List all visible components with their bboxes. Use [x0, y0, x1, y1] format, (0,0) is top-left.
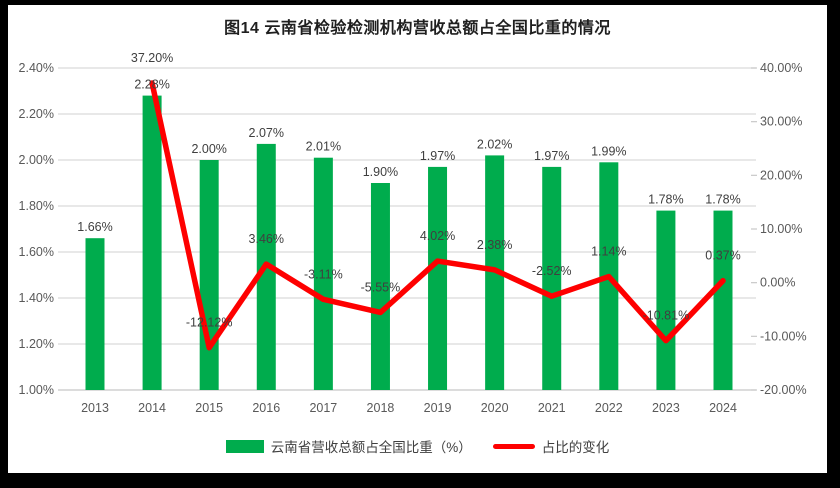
bar-data-label: 2.07%	[249, 126, 284, 140]
bar-data-label: 1.97%	[534, 149, 569, 163]
right-axis-tick-label: 10.00%	[760, 222, 802, 236]
left-axis-tick-label: 1.20%	[19, 337, 54, 351]
line-data-label: 4.02%	[420, 229, 455, 243]
x-axis-label: 2013	[81, 401, 109, 415]
bar-data-label: 1.66%	[77, 220, 112, 234]
left-axis-tick-label: 2.40%	[19, 61, 54, 75]
legend-line-swatch-icon	[492, 443, 535, 449]
line-data-label: 2.38%	[477, 238, 512, 252]
left-axis-tick-label: 2.20%	[19, 107, 54, 121]
legend-line-label: 占比的变化	[541, 440, 610, 455]
left-axis-tick-label: 1.80%	[19, 199, 54, 213]
bar-data-label: 1.78%	[705, 193, 740, 207]
left-axis-tick-label: 1.60%	[19, 245, 54, 259]
bar	[656, 210, 676, 390]
right-axis-tick-label: 0.00%	[760, 276, 795, 290]
bar-data-label: 1.99%	[591, 144, 626, 158]
x-axis-label: 2014	[138, 401, 166, 415]
chart-plot: 2.40% 2.20% 2.00% 1.80% 1.60% 1.40% 1.20% 1.00%…	[19, 51, 807, 415]
legend-bar-label: 云南省营收总额占全国比重（%）	[270, 440, 472, 455]
x-axis-label: 2022	[595, 401, 623, 415]
chart-legend: 云南省营收总额占全国比重（%） 占比的变化	[8, 435, 827, 457]
left-axis-tick-label: 1.00%	[19, 383, 54, 397]
bar-data-label: 2.02%	[477, 137, 512, 151]
chart-container: 图14 云南省检验检测机构营收总额占全国比重的情况 2.40% 2.20% 2.00…	[8, 5, 827, 473]
line-data-label: -12.12%	[186, 316, 233, 330]
line-series	[149, 80, 726, 351]
right-axis-tick-label: 30.00%	[760, 115, 802, 129]
left-axis-tick-label: 1.40%	[19, 291, 54, 305]
x-axis-label: 2015	[195, 401, 223, 415]
bar-data-label: 1.90%	[363, 165, 398, 179]
x-axis-label: 2018	[367, 401, 395, 415]
bar	[370, 183, 390, 390]
bar	[85, 238, 105, 390]
bar	[542, 166, 562, 390]
bar-data-label: 1.97%	[420, 149, 455, 163]
x-axis-label: 2017	[309, 401, 337, 415]
bar	[142, 95, 162, 390]
bar-data-label: 2.28%	[134, 78, 169, 92]
line-data-label: -2.52%	[532, 264, 572, 278]
bar-data-label: 2.00%	[191, 142, 226, 156]
x-axis-label: 2016	[252, 401, 280, 415]
line-data-label: -3.11%	[304, 267, 343, 281]
bar	[713, 210, 733, 390]
bar	[428, 166, 448, 390]
bar-data-label: 1.78%	[648, 193, 683, 207]
x-axis-label: 2020	[481, 401, 509, 415]
left-axis-tick-label: 2.00%	[19, 153, 54, 167]
line-data-label: 0.37%	[705, 249, 740, 263]
x-axis-label: 2023	[652, 401, 680, 415]
right-axis-tick-label: 40.00%	[760, 61, 802, 75]
bar	[199, 160, 219, 390]
line-data-label: 3.46%	[249, 232, 284, 246]
line-data-label: -5.55%	[361, 280, 401, 294]
bar-data-label: 2.01%	[306, 140, 341, 154]
line-data-label: 37.20%	[131, 51, 173, 65]
x-axis-label: 2019	[424, 401, 452, 415]
bar	[313, 157, 333, 390]
chart-title: 图14 云南省检验检测机构营收总额占全国比重的情况	[224, 20, 611, 37]
right-axis-tick-label: -10.00%	[760, 329, 807, 343]
legend-bar-swatch-icon	[225, 439, 264, 453]
line-data-label: 1.14%	[591, 245, 626, 259]
right-axis-tick-label: 20.00%	[760, 168, 802, 182]
line-data-label: -10.81%	[643, 309, 690, 323]
x-axis-label: 2021	[538, 401, 566, 415]
right-axis-tick-label: -20.00%	[760, 383, 807, 397]
x-axis-label: 2024	[709, 401, 737, 415]
